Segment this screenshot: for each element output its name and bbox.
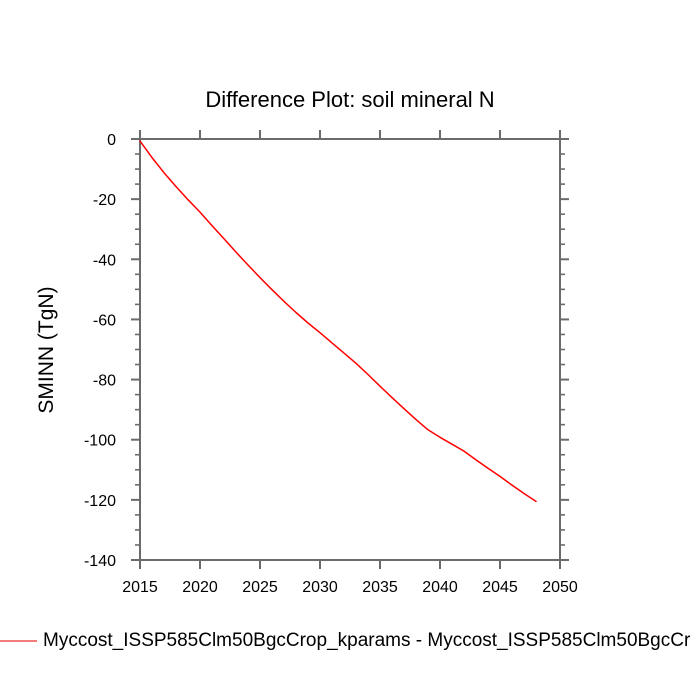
x-tick-label: 2015	[122, 579, 158, 596]
chart-title: Difference Plot: soil mineral N	[205, 87, 495, 112]
x-tick-label: 2030	[302, 579, 338, 596]
x-tick-label: 2050	[542, 579, 578, 596]
x-tick-label: 2035	[362, 579, 398, 596]
legend: Myccost_ISSP585Clm50BgcCrop_kparams - My…	[0, 630, 700, 652]
x-tick-label: 2040	[422, 579, 458, 596]
legend-line-sample	[0, 640, 37, 642]
y-tick-label: -60	[93, 312, 116, 329]
y-tick-label: -80	[93, 373, 116, 390]
x-tick-label: 2025	[242, 579, 278, 596]
y-tick-label: -100	[84, 433, 116, 450]
y-tick-label: -140	[84, 553, 116, 570]
y-tick-label: -120	[84, 493, 116, 510]
plot-frame	[139, 138, 561, 561]
series-line	[139, 140, 537, 503]
y-tick-label: 0	[107, 132, 116, 149]
y-tick-label: -40	[93, 252, 116, 269]
x-tick-label: 2045	[482, 579, 518, 596]
legend-label: Myccost_ISSP585Clm50BgcCrop_kparams - My…	[43, 630, 691, 651]
y-tick-label: -20	[93, 192, 116, 209]
x-tick-label: 2020	[182, 579, 218, 596]
